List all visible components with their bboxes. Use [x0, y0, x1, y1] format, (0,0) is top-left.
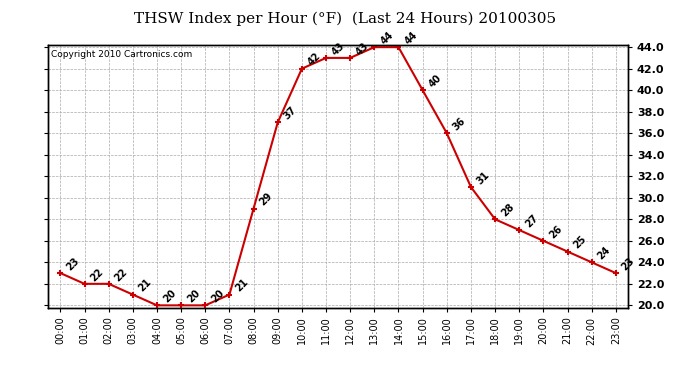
Text: 21: 21: [234, 277, 250, 294]
Text: 21: 21: [137, 277, 154, 294]
Text: 20: 20: [210, 288, 226, 304]
Text: 23: 23: [620, 256, 637, 272]
Text: 22: 22: [89, 266, 106, 283]
Text: THSW Index per Hour (°F)  (Last 24 Hours) 20100305: THSW Index per Hour (°F) (Last 24 Hours)…: [134, 11, 556, 26]
Text: 26: 26: [548, 224, 564, 240]
Text: 43: 43: [331, 40, 347, 57]
Text: 37: 37: [282, 105, 299, 122]
Text: 28: 28: [500, 202, 516, 219]
Text: 42: 42: [306, 51, 323, 68]
Text: 36: 36: [451, 116, 468, 132]
Text: 20: 20: [161, 288, 178, 304]
Text: 44: 44: [403, 30, 420, 46]
Text: 31: 31: [475, 170, 492, 186]
Text: 43: 43: [355, 40, 371, 57]
Text: 27: 27: [524, 213, 540, 229]
Text: 24: 24: [596, 245, 613, 261]
Text: 20: 20: [186, 288, 202, 304]
Text: 25: 25: [572, 234, 589, 251]
Text: 22: 22: [113, 266, 130, 283]
Text: 40: 40: [427, 73, 444, 89]
Text: 29: 29: [258, 191, 275, 208]
Text: 23: 23: [65, 256, 81, 272]
Text: 44: 44: [379, 30, 395, 46]
Text: Copyright 2010 Cartronics.com: Copyright 2010 Cartronics.com: [51, 50, 193, 59]
